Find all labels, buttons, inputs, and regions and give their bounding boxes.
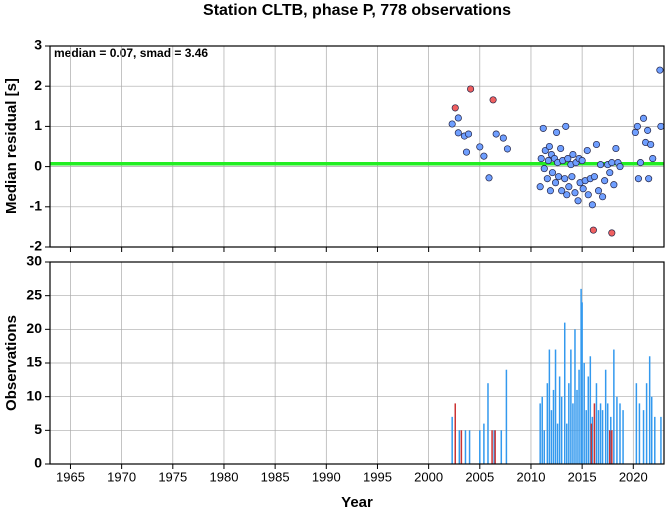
data-point — [631, 128, 639, 136]
data-point — [464, 130, 473, 138]
x-axis-label: Year — [341, 494, 373, 511]
y-tick-label: 10 — [26, 387, 42, 403]
data-point — [584, 191, 592, 199]
data-point — [485, 174, 493, 182]
data-point — [451, 104, 459, 112]
data-point — [555, 173, 563, 181]
data-point — [448, 120, 456, 128]
data-point — [579, 185, 587, 193]
data-point — [543, 175, 551, 183]
data-point — [564, 155, 572, 163]
data-point — [545, 142, 553, 151]
x-tick-label: 2000 — [414, 469, 443, 484]
data-point — [569, 150, 577, 159]
data-point — [492, 130, 500, 138]
x-tick-label: 2005 — [465, 469, 494, 484]
data-point — [489, 96, 497, 104]
data-point — [616, 163, 624, 171]
data-point — [599, 193, 607, 201]
data-point — [594, 187, 603, 195]
data-point — [480, 152, 488, 160]
data-point — [536, 183, 544, 191]
data-point — [639, 114, 648, 122]
data-point — [645, 175, 653, 183]
data-point — [499, 134, 507, 142]
x-tick-label: 2015 — [568, 469, 597, 484]
data-point — [644, 126, 652, 134]
plot-frame — [49, 45, 665, 248]
data-point — [589, 226, 597, 234]
chart-title: Station CLTB, phase P, 778 observations — [203, 2, 511, 19]
data-point — [601, 177, 609, 185]
data-point — [544, 157, 552, 165]
data-point — [608, 159, 616, 167]
x-tick-label: 1985 — [261, 469, 290, 484]
annotation: median = 0.07, smad = 3.46 — [54, 46, 208, 60]
y-axis-label: Observations — [3, 315, 20, 411]
data-point — [557, 144, 565, 153]
data-point — [551, 179, 560, 187]
y-tick-label: 1 — [34, 117, 42, 133]
y-tick-label: 3 — [34, 37, 42, 53]
data-point — [467, 85, 475, 93]
data-point — [476, 143, 484, 151]
data-point — [588, 201, 596, 209]
data-point — [565, 183, 573, 191]
data-point — [597, 161, 605, 169]
y-tick-label: 5 — [34, 421, 42, 437]
x-tick-label: 2010 — [517, 469, 546, 484]
data-point — [590, 173, 598, 181]
data-point — [606, 169, 614, 177]
x-tick-label: 1965 — [56, 469, 85, 484]
data-point — [503, 145, 511, 153]
data-point — [608, 229, 616, 237]
data-point — [540, 165, 548, 173]
x-tick-label: 1990 — [312, 469, 341, 484]
y-tick-label: 25 — [26, 286, 42, 302]
data-point — [462, 148, 471, 156]
y-tick-label: 15 — [26, 354, 42, 370]
data-point — [563, 191, 571, 199]
data-point — [454, 114, 462, 122]
x-tick-label: 1980 — [210, 469, 239, 484]
data-point — [539, 124, 547, 132]
data-point — [571, 189, 579, 197]
x-tick-label: 1970 — [107, 469, 136, 484]
y-tick-label: 0 — [34, 157, 42, 173]
data-point — [583, 146, 591, 155]
data-point — [592, 140, 601, 149]
y-tick-label: 30 — [26, 253, 42, 269]
y-tick-label: 0 — [34, 455, 42, 471]
x-tick-label: 1975 — [158, 469, 187, 484]
data-point — [548, 169, 557, 177]
data-point — [610, 181, 618, 189]
data-point — [558, 187, 566, 195]
y-tick-label: -1 — [30, 198, 43, 214]
data-point — [552, 128, 561, 136]
data-point — [634, 175, 642, 183]
data-point — [612, 144, 620, 153]
y-tick-label: -2 — [30, 238, 43, 254]
data-point — [546, 187, 554, 195]
data-point — [647, 140, 655, 149]
data-point — [578, 157, 586, 165]
data-point — [656, 66, 664, 74]
y-tick-label: 20 — [26, 320, 42, 336]
data-point — [561, 175, 569, 183]
data-point — [574, 197, 582, 205]
y-tick-label: 2 — [34, 77, 42, 93]
plot-frame — [49, 261, 665, 465]
data-point — [649, 155, 657, 163]
data-point — [633, 122, 641, 130]
x-tick-label: 2020 — [619, 469, 648, 484]
x-tick-label: 1995 — [363, 469, 392, 484]
data-point — [562, 122, 570, 130]
data-point — [454, 129, 462, 137]
data-point — [636, 159, 645, 167]
data-point — [657, 122, 665, 130]
data-point — [568, 173, 576, 181]
y-axis-label: Median residual [s] — [3, 78, 20, 214]
data-point — [537, 155, 545, 163]
